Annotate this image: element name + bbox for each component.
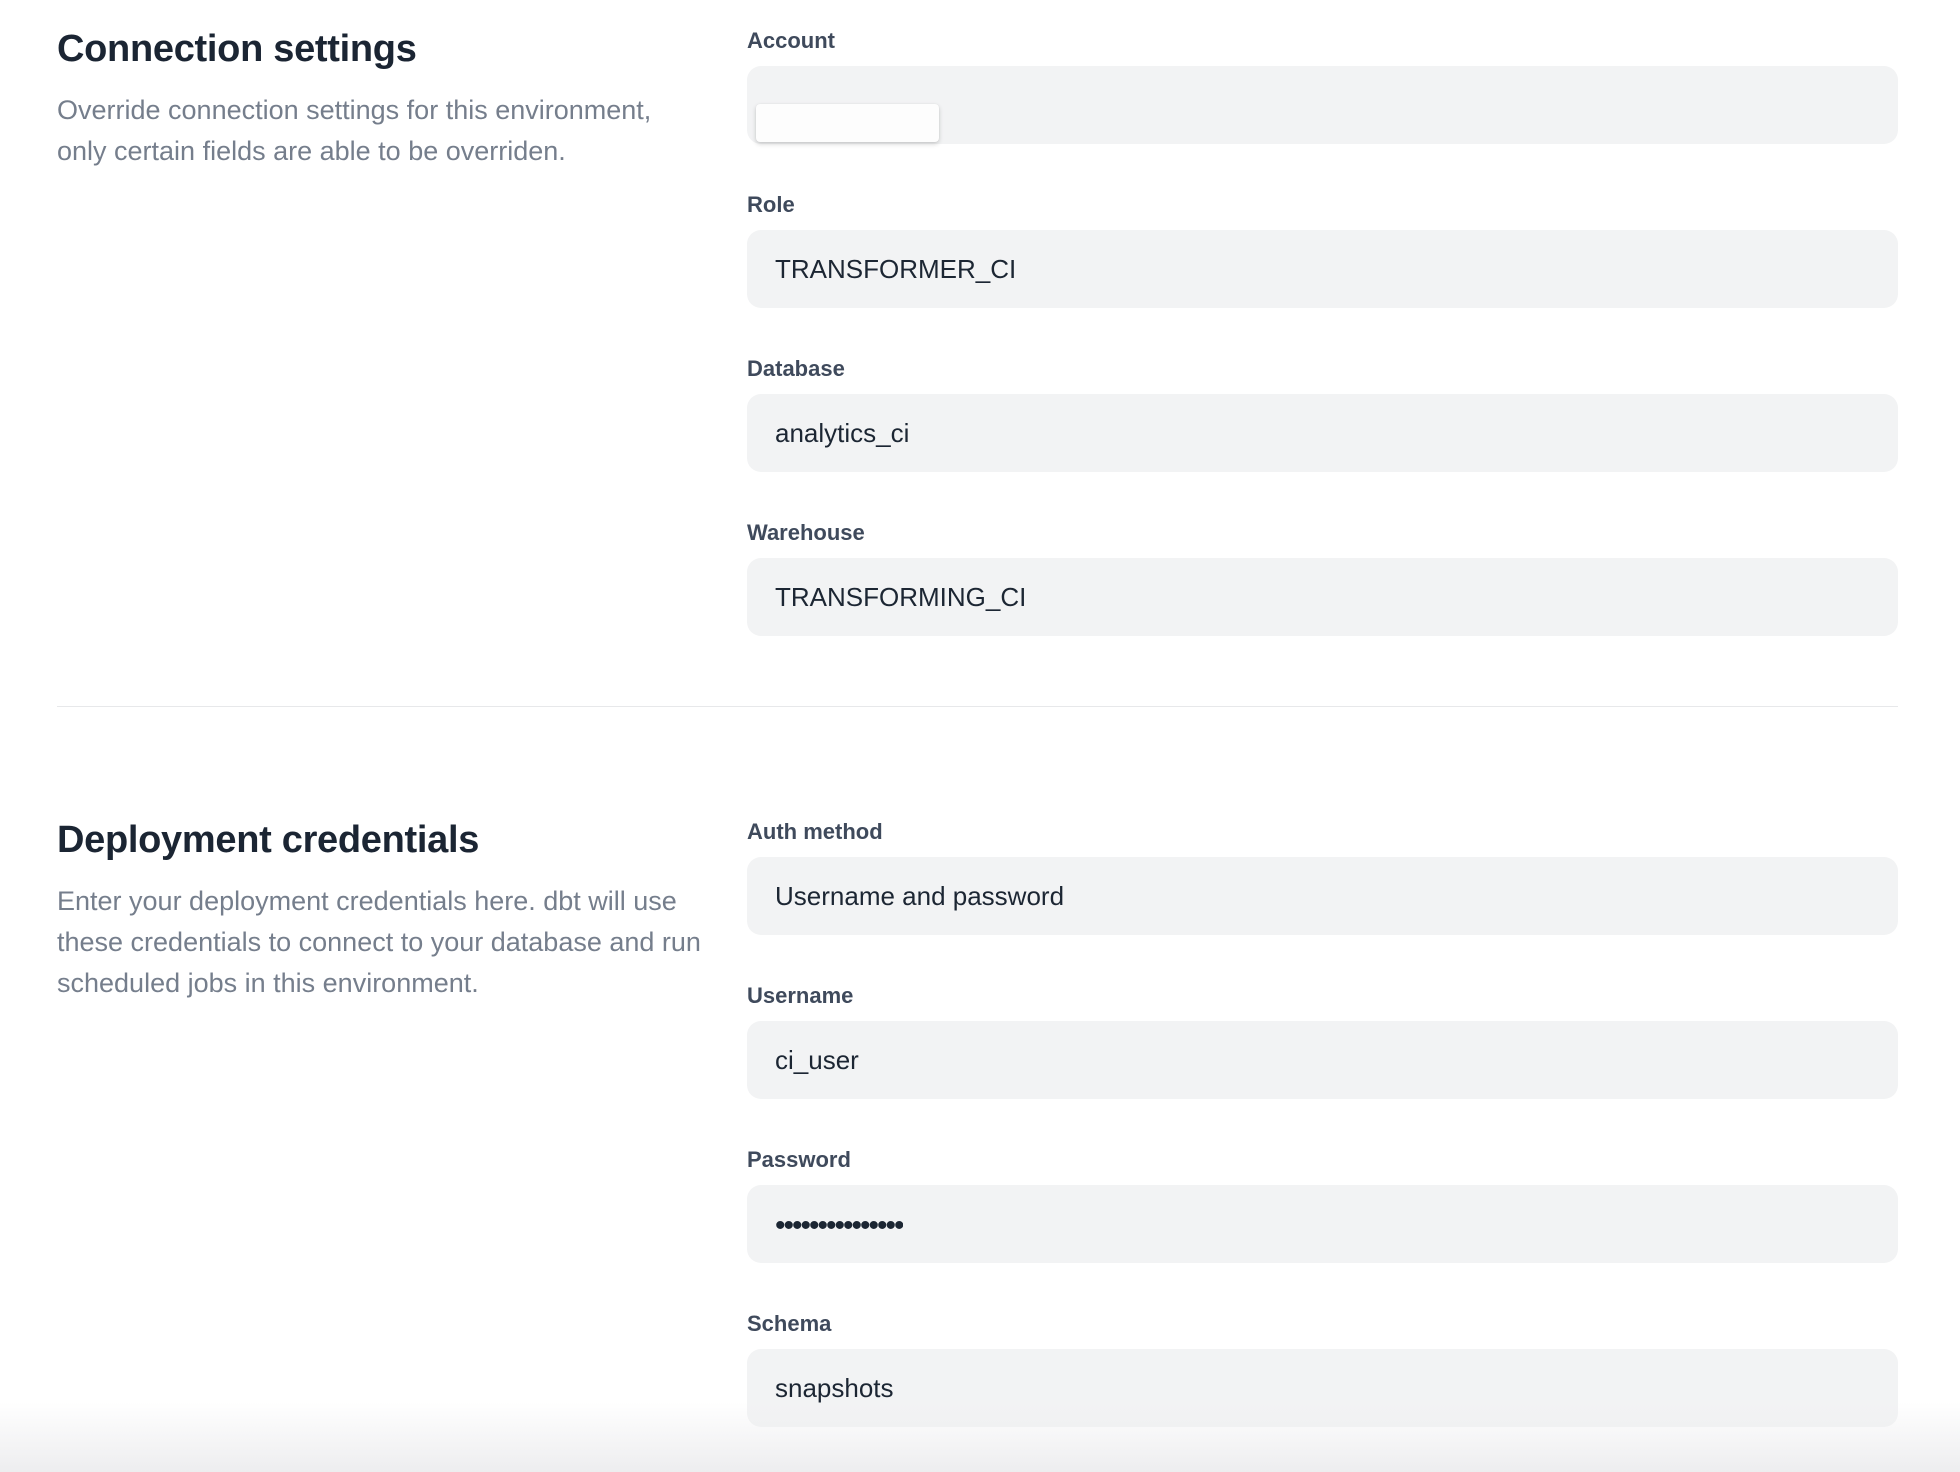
environment-settings-page: { "colors": { "heading": "#1b2533", "lab… [0, 28, 1960, 1472]
connection-settings-title: Connection settings [57, 28, 417, 70]
warehouse-input[interactable]: TRANSFORMING_CI [747, 558, 1898, 636]
password-masked-value: ••••••••••••••• [775, 1209, 903, 1242]
role-label: Role [747, 192, 795, 217]
warehouse-field-group: Warehouse TRANSFORMING_CI [747, 520, 1898, 636]
database-input[interactable]: analytics_ci [747, 394, 1898, 472]
auth-method-field-group: Auth method Username and password [747, 819, 1898, 935]
auth-method-value: Username and password [775, 880, 1065, 911]
deployment-credentials-title: Deployment credentials [57, 819, 480, 861]
schema-value: snapshots [775, 1372, 894, 1403]
database-field-group: Database analytics_ci [747, 356, 1898, 472]
username-value: ci_user [775, 1044, 859, 1075]
username-field-group: Username ci_user [747, 983, 1898, 1099]
password-field-group: Password ••••••••••••••• [747, 1147, 1898, 1263]
connection-settings-section: Connection settings Override connection … [0, 28, 1960, 636]
account-input[interactable] [747, 66, 1898, 144]
credentials-section-info: Deployment credentials Enter your deploy… [57, 819, 747, 1004]
account-label: Account [747, 28, 835, 53]
schema-input[interactable]: snapshots [747, 1349, 1898, 1427]
account-field-group: Account [747, 28, 1898, 144]
auth-method-select[interactable]: Username and password [747, 857, 1898, 935]
password-input[interactable]: ••••••••••••••• [747, 1185, 1898, 1263]
database-label: Database [747, 356, 845, 381]
database-value: analytics_ci [775, 417, 910, 448]
connection-section-info: Connection settings Override connection … [57, 28, 747, 172]
redaction-sticker [756, 104, 939, 142]
role-value: TRANSFORMER_CI [775, 253, 1017, 284]
username-label: Username [747, 983, 854, 1008]
section-divider [57, 706, 1898, 707]
schema-label: Schema [747, 1311, 832, 1336]
password-label: Password [747, 1147, 851, 1172]
role-input[interactable]: TRANSFORMER_CI [747, 230, 1898, 308]
deployment-credentials-fields: Auth method Username and password Userna… [747, 819, 1898, 1427]
connection-settings-description: Override connection settings for this en… [57, 94, 652, 166]
deployment-credentials-description: Enter your deployment credentials here. … [57, 885, 701, 998]
schema-field-group: Schema snapshots [747, 1311, 1898, 1427]
deployment-credentials-section: Deployment credentials Enter your deploy… [0, 819, 1960, 1427]
username-input[interactable]: ci_user [747, 1021, 1898, 1099]
warehouse-value: TRANSFORMING_CI [775, 581, 1027, 612]
connection-settings-fields: Account Role TRANSFORMER_CI Database ana… [747, 28, 1898, 636]
auth-method-label: Auth method [747, 819, 883, 844]
role-field-group: Role TRANSFORMER_CI [747, 192, 1898, 308]
warehouse-label: Warehouse [747, 520, 865, 545]
